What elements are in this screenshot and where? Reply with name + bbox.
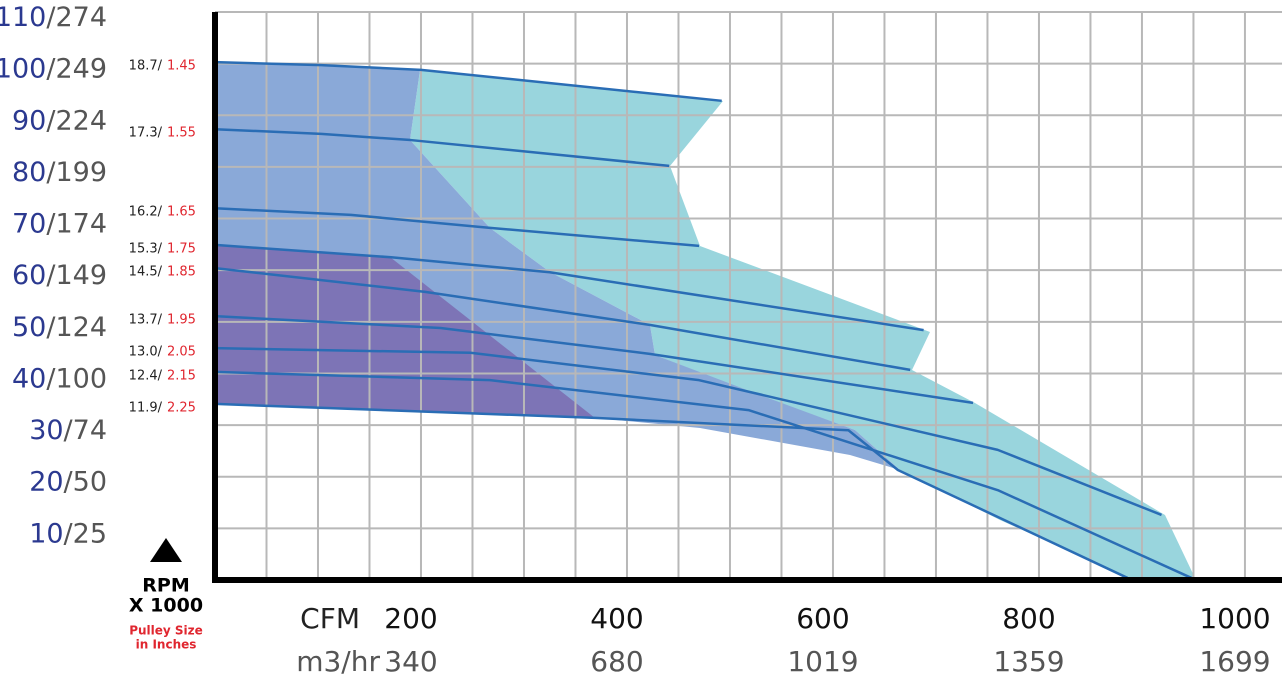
curve bbox=[214, 60, 722, 103]
y-tick-label: 100/249 bbox=[0, 53, 107, 84]
curve bbox=[214, 370, 1192, 580]
pulley-size: 2.15 bbox=[167, 368, 196, 383]
y-tick-label: 10/25 bbox=[29, 518, 107, 549]
y-tick-label: 60/149 bbox=[12, 260, 107, 291]
regions bbox=[215, 62, 1195, 578]
grid bbox=[215, 11, 1282, 580]
x-tick-label: 200 bbox=[384, 602, 437, 635]
curve bbox=[214, 206, 700, 248]
y-tick-label: 80/199 bbox=[12, 156, 107, 187]
curve bbox=[214, 243, 924, 332]
x2-tick-label: 1359 bbox=[993, 645, 1064, 678]
y-tick-label: 70/174 bbox=[12, 208, 107, 239]
y-tick-label: 110/274 bbox=[0, 2, 107, 33]
y-tick-label: 90/224 bbox=[12, 105, 107, 136]
pulley-size: 2.05 bbox=[167, 345, 196, 360]
curve-label: 16.2/ bbox=[129, 205, 163, 220]
curve-label: 18.7/ bbox=[129, 59, 163, 74]
x2-tick-label: 1699 bbox=[1199, 645, 1270, 678]
x-tick-label: 1000 bbox=[1199, 602, 1270, 635]
x2-tick-label: 680 bbox=[590, 645, 643, 678]
pulley-size: 1.75 bbox=[167, 241, 196, 256]
y-tick-label: 20/50 bbox=[29, 466, 107, 497]
x-axis-label: CFM bbox=[300, 602, 360, 635]
pulley-size: 1.45 bbox=[167, 59, 196, 74]
curve bbox=[214, 402, 1129, 580]
y-axis-label: X 1000 bbox=[129, 595, 203, 617]
curve-label: 17.3/ bbox=[129, 126, 163, 141]
pulley-size: 1.95 bbox=[167, 313, 196, 328]
curve-label: 12.4/ bbox=[129, 368, 163, 383]
curve-label: 13.0/ bbox=[129, 345, 163, 360]
curves bbox=[214, 60, 1192, 580]
pulley-size: 1.85 bbox=[167, 265, 196, 280]
pulley-label: Pulley Size bbox=[129, 624, 203, 638]
x2-axis-label: m3/hr bbox=[296, 645, 380, 678]
curve-label: 13.7/ bbox=[129, 313, 163, 328]
y-tick-label: 30/74 bbox=[29, 415, 107, 446]
x-tick-label: 600 bbox=[796, 602, 849, 635]
curve-label: 14.5/ bbox=[129, 265, 163, 280]
y-tick-label: 40/100 bbox=[12, 363, 107, 394]
pulley-label: in Inches bbox=[136, 638, 197, 652]
x-tick-label: 400 bbox=[590, 602, 643, 635]
curve bbox=[214, 346, 1162, 517]
curve-label: 11.9/ bbox=[129, 400, 163, 415]
pulley-size: 1.55 bbox=[167, 126, 196, 141]
curve bbox=[214, 127, 670, 168]
x2-tick-label: 1019 bbox=[787, 645, 858, 678]
x2-tick-label: 340 bbox=[384, 645, 437, 678]
curve bbox=[214, 314, 974, 405]
curve-label: 15.3/ bbox=[129, 241, 163, 256]
y-axis-label: RPM bbox=[142, 575, 189, 597]
pulley-size: 1.65 bbox=[167, 205, 196, 220]
pulley-size: 2.25 bbox=[167, 400, 196, 415]
y-tick-label: 50/124 bbox=[12, 311, 107, 342]
arrow-icon bbox=[150, 538, 182, 562]
x-tick-label: 800 bbox=[1002, 602, 1055, 635]
curve bbox=[214, 266, 911, 372]
